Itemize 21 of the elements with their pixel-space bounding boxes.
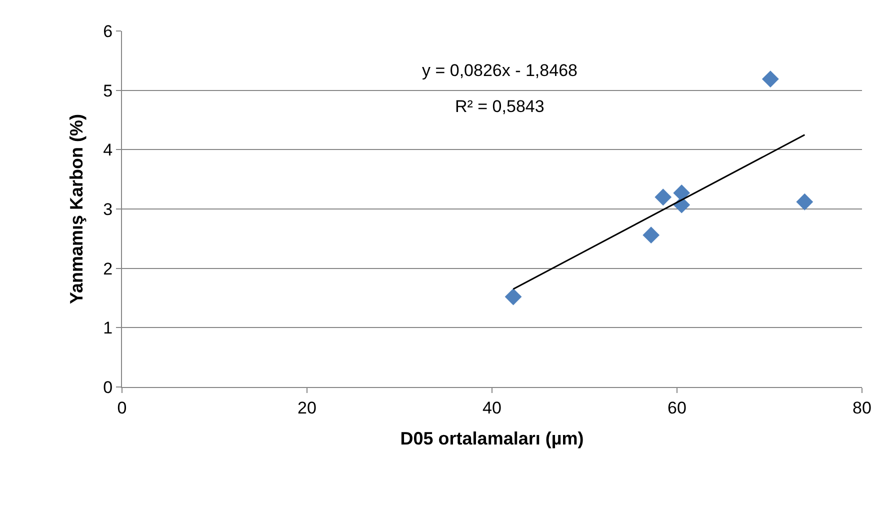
x-axis-title: D05 ortalamaları (µm) (400, 428, 584, 448)
y-tick-label: 6 (103, 22, 113, 41)
point (762, 70, 779, 88)
point (796, 193, 814, 210)
x-tick-label: 40 (482, 398, 502, 418)
y-tick-label: 3 (103, 200, 113, 219)
y-tick-label: 0 (103, 378, 113, 397)
y-tick-label: 1 (103, 318, 113, 338)
x-tick-label: 0 (117, 398, 127, 418)
y-axis-title: Yanmamış Karbon (%) (66, 114, 86, 304)
y-tick-label: 4 (103, 140, 113, 160)
x-tick-label: 80 (852, 398, 872, 418)
x-tick-label: 60 (668, 398, 686, 418)
point (654, 188, 672, 206)
point (642, 226, 660, 244)
annotation: R² = 0,5843 (455, 97, 544, 116)
annotation: y = 0,0826x - 1,8468 (422, 61, 578, 80)
x-tick-label: 20 (298, 398, 316, 418)
y-tick-label: 5 (103, 81, 113, 100)
y-tick-label: 2 (103, 259, 113, 278)
point (504, 288, 522, 306)
